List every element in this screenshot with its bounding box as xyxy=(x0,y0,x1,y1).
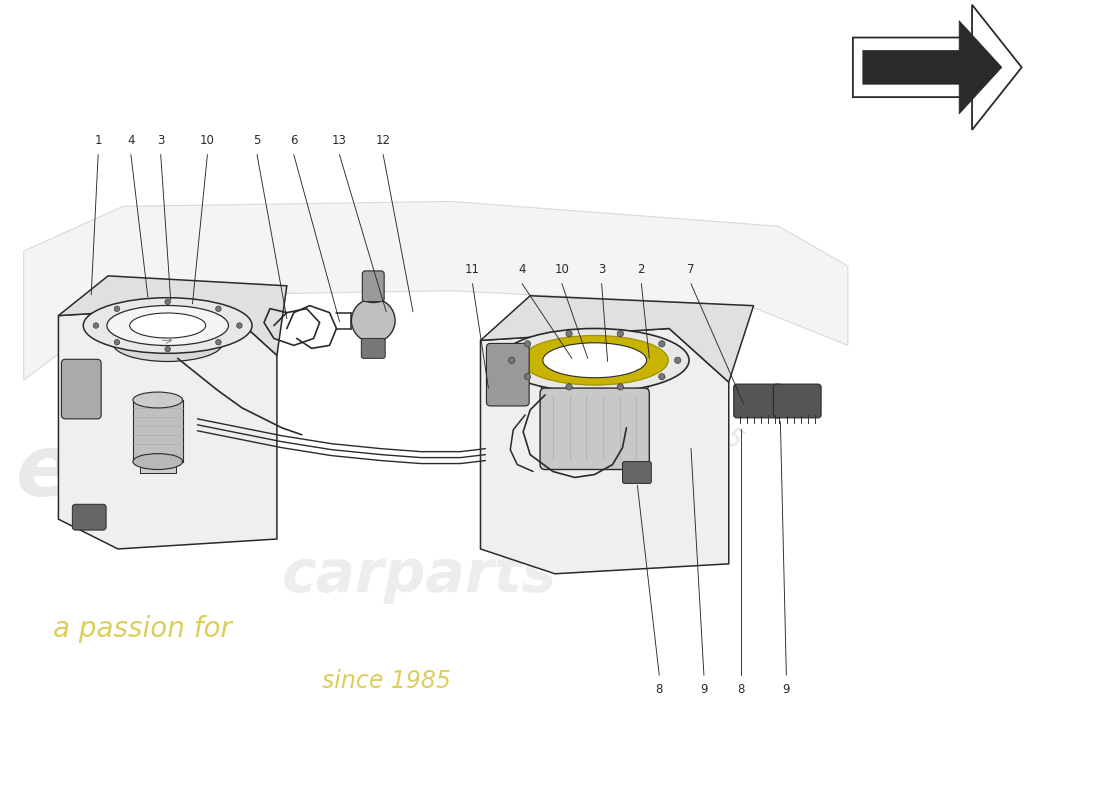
FancyBboxPatch shape xyxy=(540,388,649,470)
Text: 3: 3 xyxy=(157,134,164,146)
Polygon shape xyxy=(862,21,1002,114)
Ellipse shape xyxy=(130,313,206,338)
Ellipse shape xyxy=(364,294,382,302)
Text: 10: 10 xyxy=(554,263,570,276)
Circle shape xyxy=(114,306,120,311)
Ellipse shape xyxy=(107,306,229,346)
Ellipse shape xyxy=(113,326,222,362)
Text: euro: euro xyxy=(15,431,238,514)
Text: carparts: carparts xyxy=(282,546,557,603)
Text: 9: 9 xyxy=(701,683,707,696)
Ellipse shape xyxy=(538,350,651,406)
FancyBboxPatch shape xyxy=(73,504,106,530)
Text: 7: 7 xyxy=(688,263,695,276)
Ellipse shape xyxy=(133,392,183,408)
Text: 13: 13 xyxy=(332,134,346,146)
Circle shape xyxy=(525,341,530,347)
Circle shape xyxy=(508,357,515,363)
Circle shape xyxy=(165,346,170,352)
Text: 12: 12 xyxy=(376,134,390,146)
FancyBboxPatch shape xyxy=(773,384,821,418)
Circle shape xyxy=(659,374,666,380)
Circle shape xyxy=(114,339,120,345)
Text: 2: 2 xyxy=(638,263,645,276)
Circle shape xyxy=(674,357,681,363)
Ellipse shape xyxy=(542,342,647,378)
Circle shape xyxy=(216,339,221,345)
Text: 4: 4 xyxy=(128,134,134,146)
Text: 5: 5 xyxy=(253,134,261,146)
FancyBboxPatch shape xyxy=(623,462,651,483)
Circle shape xyxy=(236,322,242,328)
Text: 6: 6 xyxy=(290,134,297,146)
Text: 8: 8 xyxy=(737,683,745,696)
FancyBboxPatch shape xyxy=(734,384,781,418)
Text: 11: 11 xyxy=(465,263,480,276)
Text: since 1985: since 1985 xyxy=(612,358,747,456)
Circle shape xyxy=(565,384,572,390)
Circle shape xyxy=(165,299,170,305)
Text: 4: 4 xyxy=(518,263,526,276)
Polygon shape xyxy=(133,400,183,462)
Circle shape xyxy=(617,384,624,390)
Text: since 1985: since 1985 xyxy=(321,669,451,693)
Text: a passion for: a passion for xyxy=(54,615,232,643)
Ellipse shape xyxy=(133,454,183,470)
FancyBboxPatch shape xyxy=(361,338,385,358)
Circle shape xyxy=(525,374,530,380)
FancyBboxPatch shape xyxy=(362,271,384,302)
Circle shape xyxy=(565,330,572,337)
Circle shape xyxy=(617,330,624,337)
Text: 8: 8 xyxy=(656,683,663,696)
Polygon shape xyxy=(24,202,848,380)
Polygon shape xyxy=(58,306,277,549)
Polygon shape xyxy=(481,296,754,382)
Text: 3: 3 xyxy=(598,263,605,276)
Polygon shape xyxy=(481,329,728,574)
Text: 10: 10 xyxy=(200,134,214,146)
Circle shape xyxy=(351,298,395,342)
Ellipse shape xyxy=(500,329,689,392)
Polygon shape xyxy=(852,5,1022,130)
Circle shape xyxy=(216,306,221,311)
Polygon shape xyxy=(58,276,287,355)
Ellipse shape xyxy=(84,298,252,354)
Ellipse shape xyxy=(521,335,669,385)
Text: 9: 9 xyxy=(782,683,790,696)
Circle shape xyxy=(659,341,666,347)
Text: 1: 1 xyxy=(95,134,102,146)
FancyBboxPatch shape xyxy=(62,359,101,419)
Circle shape xyxy=(94,322,99,328)
FancyBboxPatch shape xyxy=(486,343,529,406)
Polygon shape xyxy=(140,462,176,474)
